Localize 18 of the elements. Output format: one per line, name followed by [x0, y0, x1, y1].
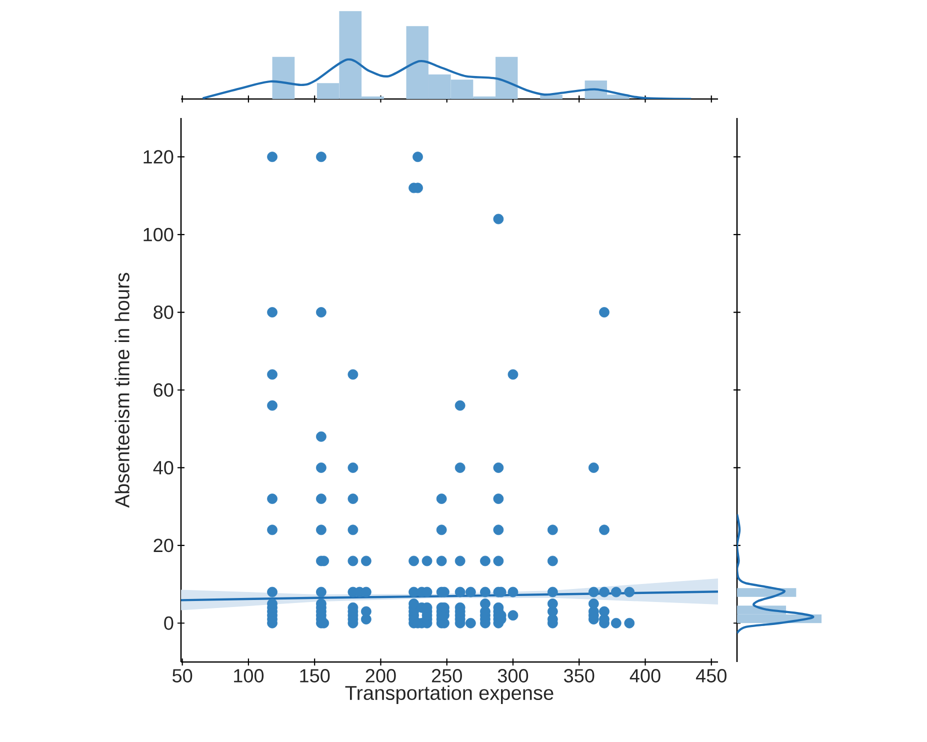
y-tick-label: 100	[144, 228, 174, 242]
x-tick-label: 150	[300, 669, 330, 682]
y-tick-label: 40	[153, 460, 174, 474]
x-tick-label: 350	[564, 669, 594, 682]
x-tick-label: 50	[172, 669, 192, 682]
x-tick-label: 100	[234, 669, 264, 682]
y-tick-label: 120	[144, 150, 174, 164]
y-tick-label: 20	[154, 538, 174, 552]
x-tick-label: 450	[696, 669, 726, 682]
x-tick-label: 250	[432, 669, 462, 682]
x-tick-label: 400	[630, 669, 660, 682]
x-tick-label: 200	[366, 669, 396, 682]
x-tick-label: 300	[498, 669, 528, 682]
y-tick-label: 60	[154, 383, 174, 397]
y-tick-label: 0	[164, 616, 174, 630]
y-tick-label: 80	[154, 306, 174, 320]
x-axis-title: Transportation expense	[345, 685, 554, 704]
y-axis-title: Absenteeism time in hours	[114, 272, 130, 508]
